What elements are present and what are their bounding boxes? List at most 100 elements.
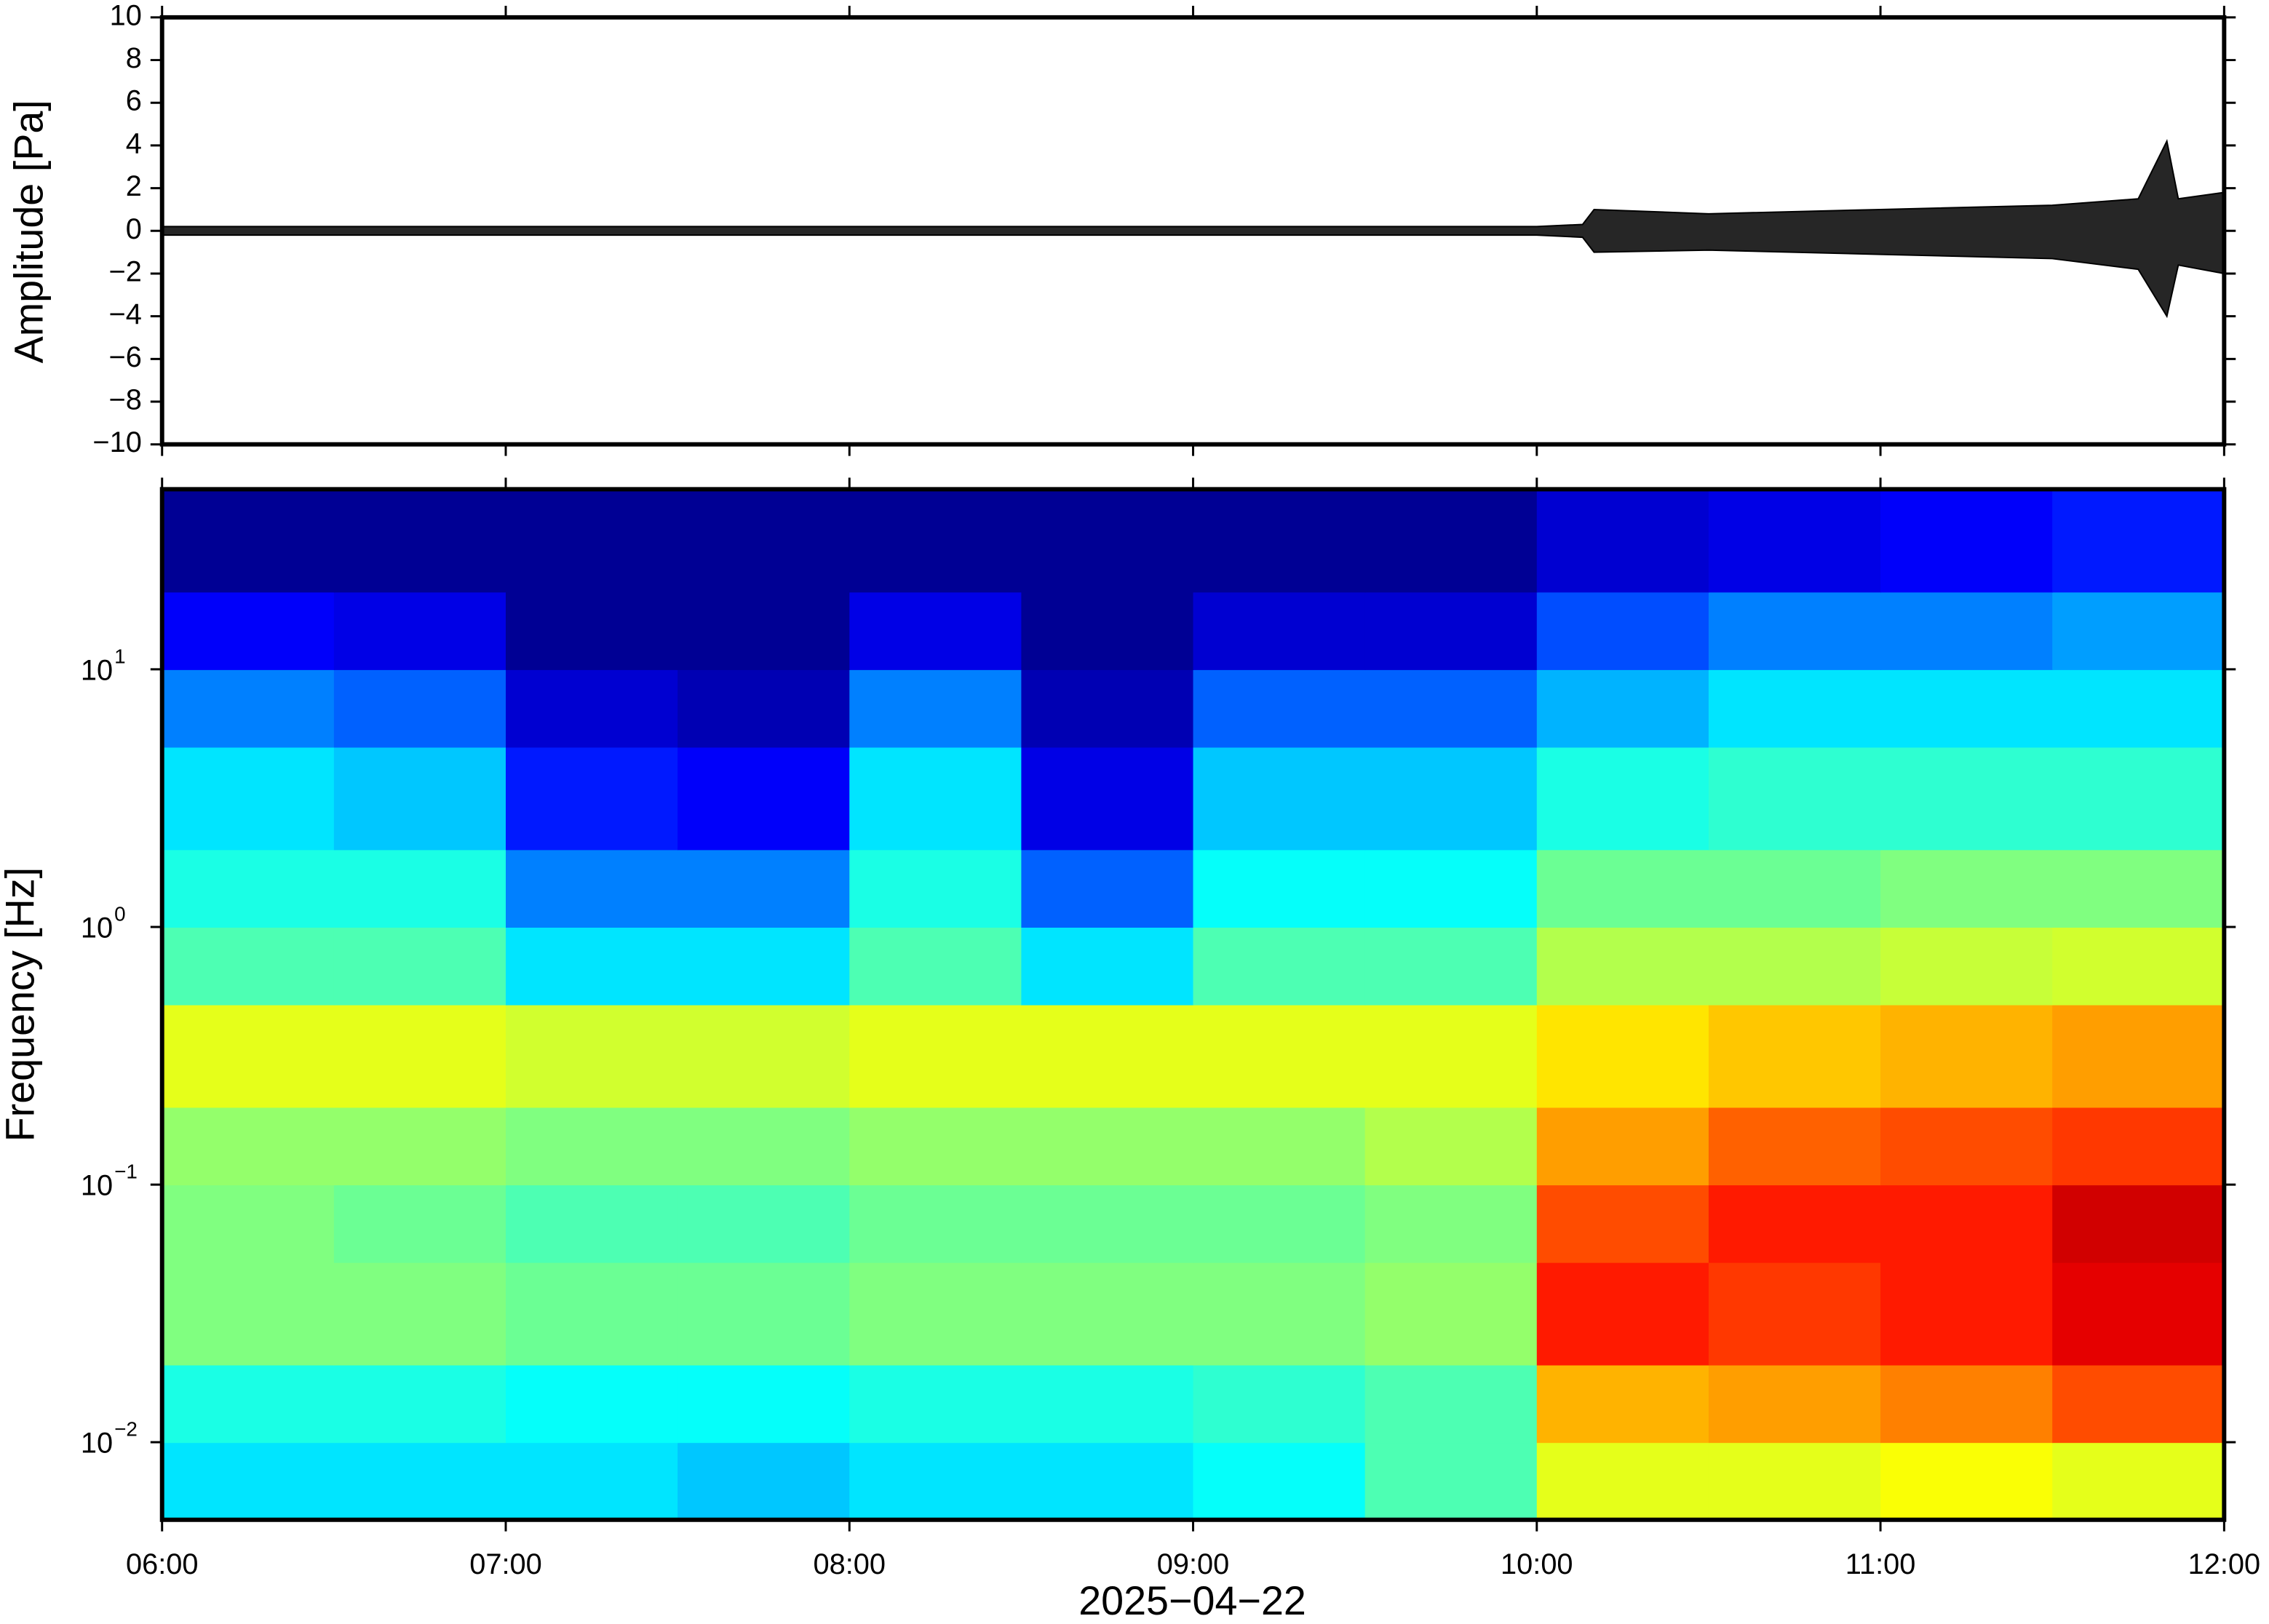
y-tick-label: 2 [126,170,142,202]
spectrogram-cell [1021,926,1194,1006]
spectrogram-cell [162,1262,335,1366]
spectrogram-cell [1364,926,1538,1006]
spectrogram-cell [849,1442,1022,1521]
spectrogram-cell [1536,1107,1709,1186]
spectrogram-cell [677,1364,851,1444]
y-tick-label: 10 [81,1428,113,1460]
spectrogram-cell [1193,1364,1366,1444]
spectrogram-cell [1708,849,1882,928]
spectrogram-cell [1708,747,1882,851]
y-tick-exponent: −1 [114,1161,138,1183]
spectrogram-cell [849,1107,1022,1186]
y-tick-exponent: 1 [114,645,125,667]
spectrogram-cell [1021,849,1194,928]
spectrogram-cell [1536,1185,1709,1263]
spectrogram-cell [162,849,335,928]
spectrogram-cell [1364,669,1538,748]
y-tick-label: −10 [92,426,141,458]
waveform-fill [162,141,2225,317]
spectrogram-cell [2052,489,2225,593]
frame [159,15,2227,447]
spectrogram-cell [1193,1004,1366,1108]
y-tick-exponent: 0 [114,902,125,925]
spectrogram-cell [333,747,506,851]
spectrogram-cell [1708,1442,1882,1521]
spectrogram-cell [1364,1004,1538,1108]
spectrogram-cell [1193,1107,1366,1186]
spectrogram-cell [333,849,506,928]
spectrogram-cell [1193,669,1366,748]
spectrogram-cell [505,747,679,851]
x-tick-label: 12:00 [2188,1548,2260,1580]
y-tick-label: 6 [126,85,142,117]
spectrogram-cell [1364,1185,1538,1263]
spectrogram-cell [849,669,1022,748]
spectrogram-cell [1364,747,1538,851]
spectrogram-cell [333,669,506,748]
spectrogram-cell [1193,1185,1366,1263]
x-tick-label: 09:00 [1157,1548,1229,1580]
spectrogram-cell [333,1185,506,1263]
y-tick-label: 4 [126,127,142,159]
spectrogram-cell [1880,1107,2054,1186]
spectrogram-cell [2052,926,2225,1006]
spectrogram-cell [849,747,1022,851]
y-tick-label: −2 [109,255,142,287]
spectrogram-cell [333,1364,506,1444]
spectrogram-cell [1536,592,1709,670]
spectrogram-cell [1536,849,1709,928]
spectrogram-cell [1193,1262,1366,1366]
spectrogram-cell [505,489,679,593]
spectrogram-cell [1364,1262,1538,1366]
spectrogram-cell [2052,1185,2225,1263]
y-tick-label: −8 [109,384,142,416]
spectrogram-cell [677,1185,851,1263]
spectrogram-cell [333,926,506,1006]
spectrogram-cell [1364,489,1538,593]
spectrogram-cell [162,747,335,851]
spectrogram-cell [1708,1262,1882,1366]
spectrogram-cell [1536,669,1709,748]
spectrogram-cell [1708,1185,1882,1263]
spectrogram-cell [505,849,679,928]
y-tick-label: 10 [81,654,113,686]
spectrogram-cell [2052,1364,2225,1444]
spectrogram-cell [162,926,335,1006]
spectrogram-cell [849,926,1022,1006]
y-tick-exponent: −2 [114,1418,138,1441]
spectrogram-cell [849,489,1022,593]
spectrogram-cell [1193,489,1366,593]
spectrogram-cell [1193,592,1366,670]
spectrogram-cell [1880,1004,2054,1108]
spectrogram-cell [2052,669,2225,748]
spectrogram-cell [1880,1364,2054,1444]
spectrogram-cell [1021,489,1194,593]
spectrogram-cell [1364,1364,1538,1444]
spectrogram-cell [1021,1004,1194,1108]
spectrogram-cell [2052,849,2225,928]
spectrogram-cell [505,1107,679,1186]
spectrogram-cell [1880,1185,2054,1263]
y-tick-label: 10 [81,1170,113,1202]
y-tick-label: −4 [109,298,142,330]
spectrogram-cell [1880,489,2054,593]
spectrogram-cell [1536,1364,1709,1444]
spectrogram-cell [1880,1262,2054,1366]
spectrogram-cell [1880,669,2054,748]
spectrogram-cell [1536,1004,1709,1108]
spectrogram-cell [849,1004,1022,1108]
spectrogram-cell [162,1004,335,1108]
spectrogram-cell [1536,747,1709,851]
spectrogram-cell [505,1004,679,1108]
spectrogram-cell [1364,1107,1538,1186]
spectrogram-cell [1536,1262,1709,1366]
spectrogram-cell [1880,592,2054,670]
spectrogram-cell [1708,489,1882,593]
spectrogram-cell [849,1262,1022,1366]
spectrogram-cell [505,669,679,748]
x-tick-label: 08:00 [814,1548,886,1580]
spectrogram-cell [1880,849,2054,928]
spectrogram-cell [2052,592,2225,670]
x-tick-label: 10:00 [1501,1548,1573,1580]
